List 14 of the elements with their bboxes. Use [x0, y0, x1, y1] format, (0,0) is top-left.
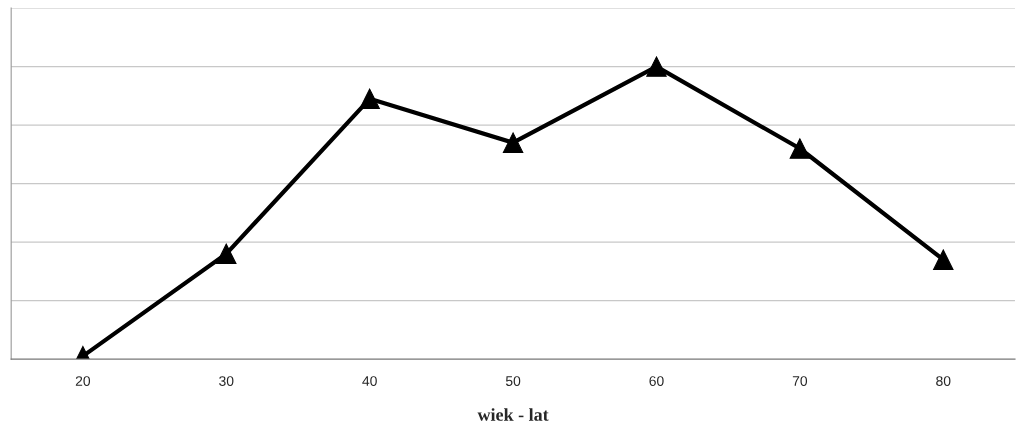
point [216, 243, 237, 265]
x-tick-label: 60 [649, 376, 664, 386]
x-axis-title: wiek - lat [477, 408, 549, 421]
x-tick-label: 40 [362, 376, 377, 386]
x-tick-label: 70 [792, 376, 808, 386]
x-tick-label: 30 [219, 376, 234, 386]
point [502, 132, 524, 153]
point [789, 138, 811, 159]
x-tick-label: 50 [505, 376, 521, 386]
x-tick-label: 80 [936, 376, 951, 386]
x-tick-label: 20 [75, 376, 91, 386]
point [646, 56, 667, 77]
point [933, 249, 954, 270]
point [359, 88, 380, 110]
